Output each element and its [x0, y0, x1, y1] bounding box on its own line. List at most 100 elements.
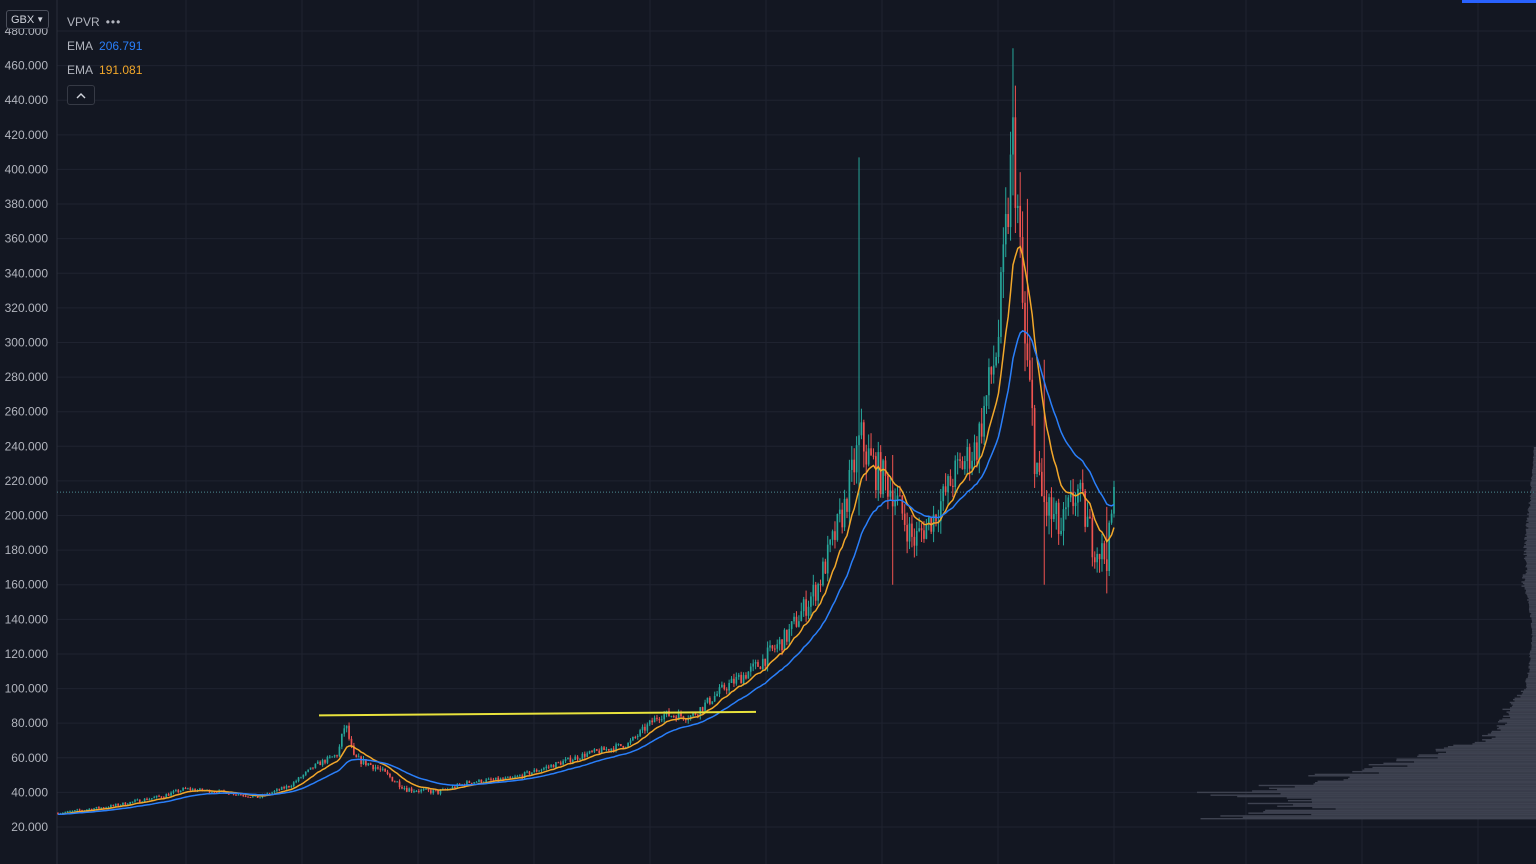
volume-profile-bar: [1500, 729, 1536, 731]
legend-row-ema-2[interactable]: EMA 191.081: [67, 58, 142, 82]
currency-selector[interactable]: GBX ▼: [6, 10, 50, 29]
candle-body: [576, 756, 579, 760]
candle-body: [81, 810, 83, 812]
candle-body: [211, 792, 213, 794]
legend-row-vpvr[interactable]: VPVR •••: [67, 10, 142, 34]
chevron-up-icon: [76, 92, 86, 98]
volume-profile-bar: [1533, 452, 1536, 454]
candle-body: [504, 777, 507, 780]
collapse-legend-button[interactable]: [67, 85, 95, 105]
candle-body: [925, 524, 928, 539]
volume-profile-bar: [1531, 488, 1536, 490]
candle-body: [954, 460, 957, 487]
candle-body: [165, 794, 168, 798]
candle-body: [764, 658, 767, 666]
candle-body: [98, 806, 100, 809]
candle-body: [425, 788, 427, 790]
price-tick-label: 60.000: [11, 751, 48, 765]
candle-body: [658, 719, 661, 721]
ema-fast-line: [57, 245, 1115, 816]
volume-profile-bar: [1525, 556, 1536, 558]
candle-body: [319, 761, 322, 766]
volume-profile-bar: [1527, 568, 1536, 571]
volume-profile-bar: [1528, 608, 1536, 611]
candle-body: [641, 726, 644, 731]
candle-body: [564, 759, 567, 762]
candle-body: [675, 716, 678, 721]
candle-body: [684, 719, 687, 721]
volume-profile-bar: [1352, 770, 1536, 773]
candle-body: [547, 766, 550, 768]
volume-profile-bar: [1528, 516, 1536, 518]
candle-body: [324, 760, 326, 763]
candle-body: [1113, 486, 1115, 514]
volume-profile-bar: [1527, 672, 1536, 675]
candle-body: [367, 763, 370, 766]
candle-body: [456, 784, 459, 789]
candle-body: [615, 744, 617, 751]
candle-body: [391, 776, 394, 782]
volume-profile-bar: [1525, 578, 1536, 580]
volume-profile-bar: [1414, 761, 1536, 763]
volume-profile-bar: [1446, 751, 1536, 753]
volume-profile-bar: [1525, 541, 1536, 543]
candle-body: [901, 495, 904, 514]
candle-body: [502, 778, 504, 780]
candle-body: [506, 776, 509, 778]
price-axis[interactable]: 20.000 40.000 60.000 80.000 100.000 120.000 14…: [5, 24, 49, 834]
volume-profile-bar: [1509, 707, 1536, 709]
candle-body: [807, 606, 810, 616]
candle-body: [545, 766, 548, 769]
candle-body: [913, 536, 916, 546]
candle-body: [302, 774, 305, 778]
legend-row-ema-1[interactable]: EMA 206.791: [67, 34, 142, 58]
candle-body: [417, 790, 420, 792]
volume-profile-bar: [1491, 737, 1536, 740]
candle-body: [838, 509, 841, 515]
volume-profile-bar: [1348, 777, 1536, 780]
candle-body: [177, 790, 180, 793]
volume-profile-bar: [1293, 804, 1536, 806]
candle-body: [759, 666, 762, 670]
candle-body: [1108, 522, 1111, 571]
candle-body: [814, 584, 817, 601]
horizontal-trendline[interactable]: [318, 710, 757, 717]
chart-grid: [56, 0, 1536, 864]
volume-profile-bar: [1525, 566, 1536, 568]
candle-body: [1038, 462, 1041, 472]
volume-profile-bar: [1407, 765, 1536, 767]
indicator-name: VPVR: [67, 15, 100, 29]
candle-body: [434, 790, 437, 792]
candle-body: [980, 423, 983, 437]
candle-body: [882, 460, 884, 495]
candle-body: [1098, 553, 1101, 560]
candle-body: [114, 803, 117, 806]
candle-body: [422, 789, 425, 791]
volume-profile-bar: [1368, 764, 1536, 766]
volume-profile-bar: [1532, 473, 1536, 475]
candle-body: [312, 767, 314, 769]
candle-body: [1055, 502, 1058, 515]
candle-body: [550, 764, 552, 767]
candle-body: [396, 781, 399, 783]
candle-body: [88, 808, 91, 810]
candle-body: [581, 753, 584, 759]
volume-profile-bar: [1531, 638, 1536, 640]
volume-profile-bar: [1526, 554, 1536, 557]
candle-body: [1096, 553, 1099, 563]
candle-body: [723, 684, 726, 690]
candle-body: [492, 779, 495, 781]
candle-body: [1050, 497, 1053, 520]
volume-profile-bar: [1526, 552, 1536, 554]
candle-body: [533, 769, 536, 773]
volume-profile-bar: [1487, 733, 1536, 735]
candle-body: [381, 768, 384, 770]
candle-body: [1019, 205, 1022, 238]
candle-body: [105, 807, 107, 809]
candle-body: [822, 561, 824, 586]
candle-body: [733, 678, 735, 684]
ema-2-label: EMA: [67, 63, 94, 77]
more-options-icon[interactable]: •••: [105, 15, 122, 29]
volume-profile-bar: [1532, 469, 1536, 471]
